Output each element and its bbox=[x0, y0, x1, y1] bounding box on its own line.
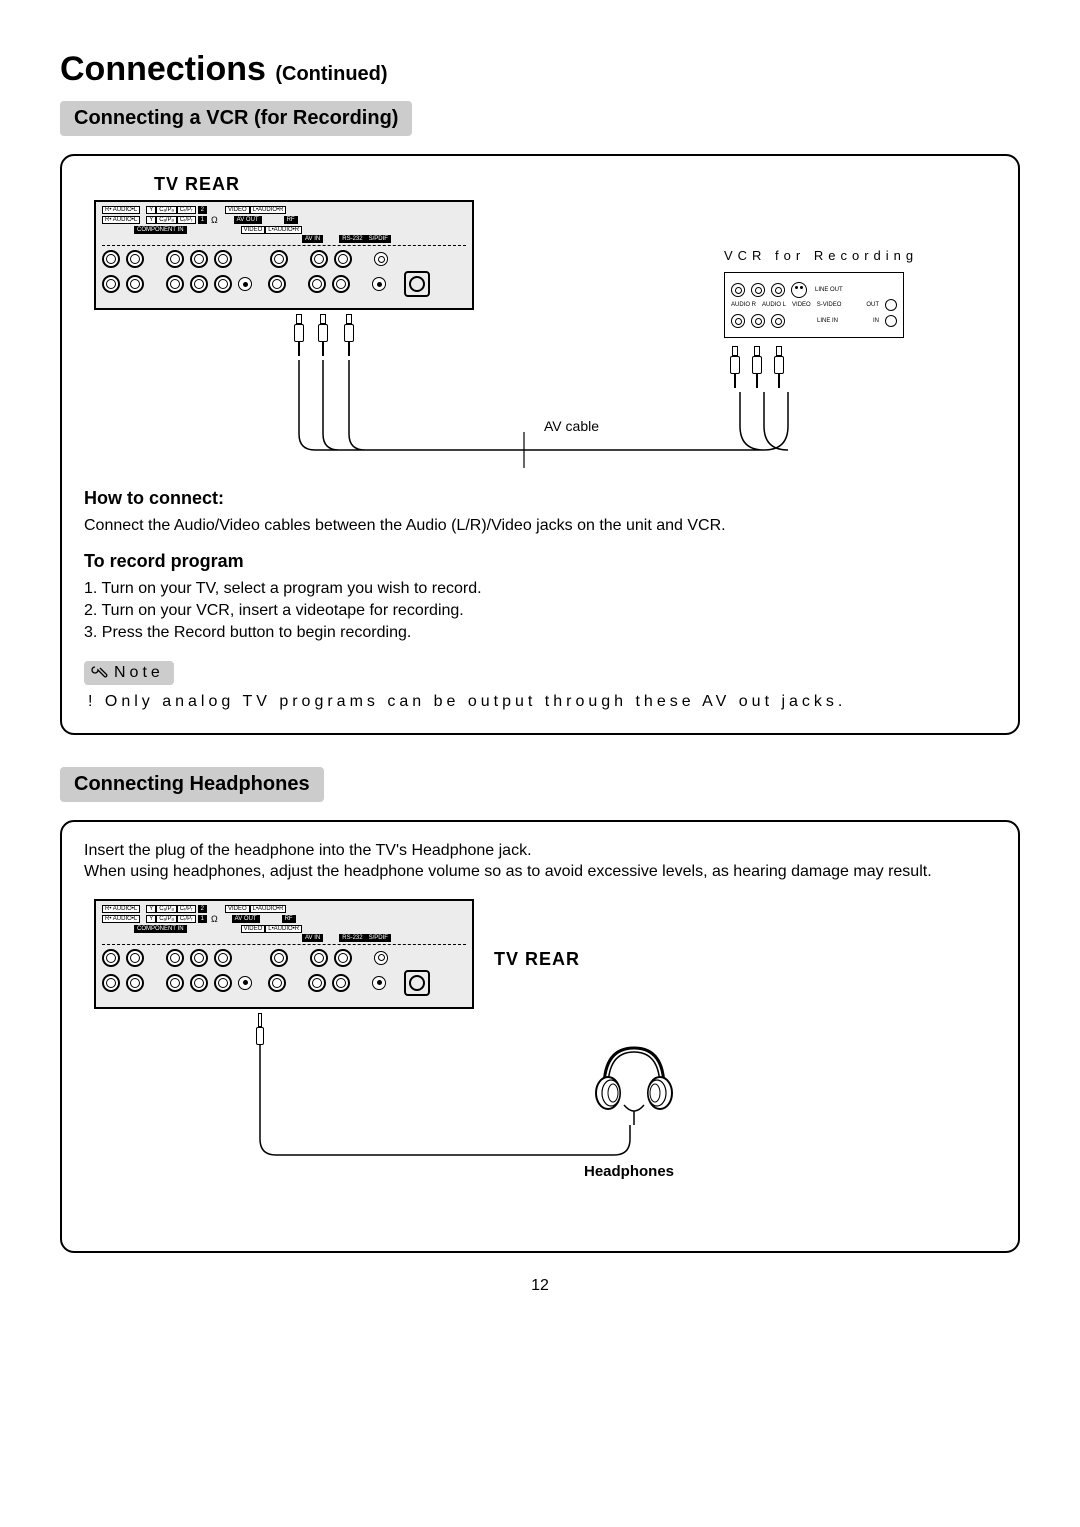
page-number: 12 bbox=[60, 1277, 1020, 1295]
how-to-connect-text: Connect the Audio/Video cables between t… bbox=[84, 515, 996, 537]
record-steps: 1. Turn on your TV, select a program you… bbox=[84, 578, 996, 645]
title-continued: (Continued) bbox=[275, 63, 387, 85]
hp-text-2: When using headphones, adjust the headph… bbox=[84, 861, 996, 883]
title-text: Connections bbox=[60, 50, 266, 88]
manual-page: Connections (Continued) Connecting a VCR… bbox=[0, 0, 1080, 1325]
to-record-heading: To record program bbox=[84, 551, 996, 572]
step-1: 1. Turn on your TV, select a program you… bbox=[84, 578, 996, 600]
vcr-connection-box: TV REAR R• AUDIO•L Y Cₐ/Pₐ Cᵣ/Pᵣ 2 VIDEO… bbox=[60, 154, 1020, 735]
headphones-box: Insert the plug of the headphone into th… bbox=[60, 820, 1020, 1253]
note-pill: Note bbox=[84, 661, 174, 685]
wrench-icon bbox=[90, 664, 108, 682]
step-2: 2. Turn on your VCR, insert a videotape … bbox=[84, 600, 996, 622]
hp-text-1: Insert the plug of the headphone into th… bbox=[84, 840, 996, 862]
how-to-connect-heading: How to connect: bbox=[84, 488, 996, 509]
section-heading-headphones: Connecting Headphones bbox=[60, 767, 324, 802]
vcr-diagram: TV REAR R• AUDIO•L Y Cₐ/Pₐ Cᵣ/Pᵣ 2 VIDEO… bbox=[84, 174, 996, 474]
av-cable-path bbox=[84, 174, 984, 474]
headphones-label: Headphones bbox=[584, 1163, 674, 1180]
headphone-diagram: R• AUDIO•L Y Cₐ/Pₐ Cᵣ/Pᵣ 2 VIDEO L•AUDIO… bbox=[84, 893, 996, 1233]
headphone-cable bbox=[84, 893, 984, 1233]
section-heading-vcr: Connecting a VCR (for Recording) bbox=[60, 101, 412, 136]
page-title: Connections (Continued) bbox=[60, 50, 1020, 89]
note-label: Note bbox=[114, 664, 164, 681]
headphones-icon bbox=[584, 1033, 684, 1133]
note-text: ! Only analog TV programs can be output … bbox=[88, 693, 996, 711]
step-3: 3. Press the Record button to begin reco… bbox=[84, 622, 996, 644]
av-cable-label: AV cable bbox=[544, 418, 599, 434]
